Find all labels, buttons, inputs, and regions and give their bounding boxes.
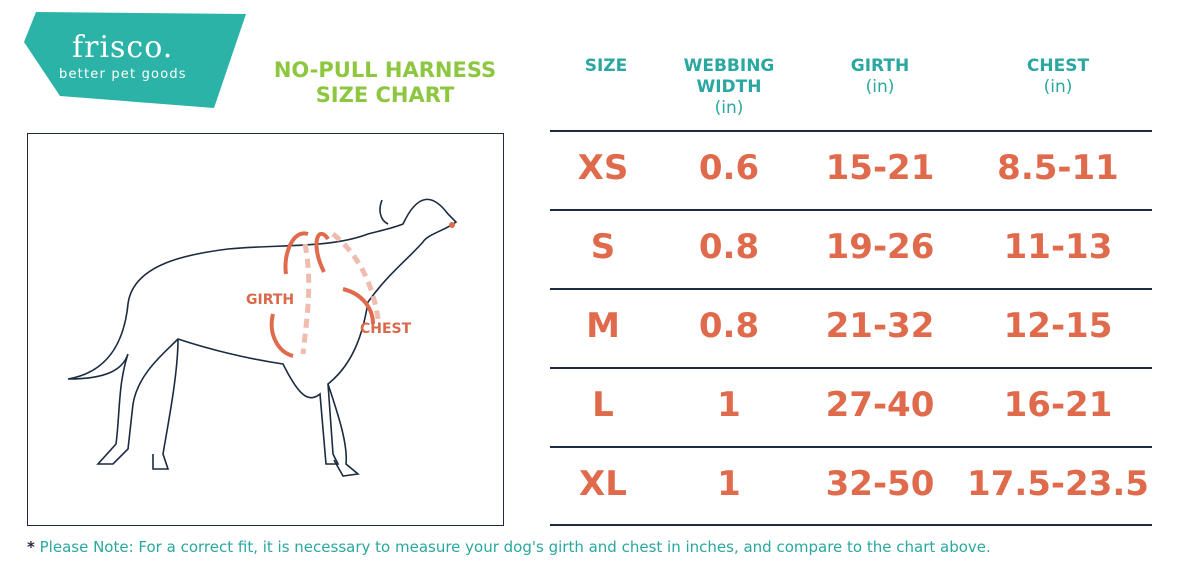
header-girth: GIRTH (in) <box>820 56 940 98</box>
frisco-logo: frisco. better pet goods <box>24 12 248 108</box>
table-divider <box>550 446 1152 448</box>
girth-label: GIRTH <box>246 292 295 308</box>
header-unit: (in) <box>1043 77 1073 97</box>
brand-tagline: better pet goods <box>59 67 187 82</box>
header-unit: (in) <box>714 98 744 118</box>
table-cell: 1 <box>717 464 741 504</box>
header-webbing-width: WEBBING WIDTH (in) <box>664 56 794 119</box>
table-cell: 27-40 <box>825 385 935 425</box>
note-asterisk: * <box>27 538 35 556</box>
table-cell: 21-32 <box>825 306 935 346</box>
header-unit: (in) <box>865 77 895 97</box>
logo-badge-shape <box>24 12 246 108</box>
table-divider <box>550 209 1152 211</box>
table-divider <box>550 524 1152 526</box>
note-text: Please Note: For a correct fit, it is ne… <box>39 538 991 556</box>
table-cell: 16-21 <box>1003 385 1113 425</box>
table-cell: XL <box>579 464 627 504</box>
table-cell: XS <box>577 148 629 188</box>
table-cell: 0.6 <box>698 148 760 188</box>
table-cell: M <box>586 306 620 346</box>
fit-note: * Please Note: For a correct fit, it is … <box>27 538 991 556</box>
header-chest: CHEST (in) <box>998 56 1118 98</box>
table-cell: 11-13 <box>1003 227 1113 267</box>
header-label: GIRTH <box>850 56 910 76</box>
table-cell: L <box>592 385 614 425</box>
table-divider <box>550 288 1152 290</box>
table-cell: 32-50 <box>825 464 935 504</box>
header-label: SIZE <box>584 56 628 76</box>
dog-measurement-diagram: GIRTH CHEST <box>27 133 504 526</box>
table-cell: 1 <box>717 385 741 425</box>
title-line-1: NO-PULL HARNESS <box>273 58 497 82</box>
table-cell: S <box>590 227 616 267</box>
table-cell: 17.5-23.5 <box>967 464 1149 504</box>
table-divider <box>550 367 1152 369</box>
dog-illustration <box>67 198 458 477</box>
chest-label: CHEST <box>360 321 412 337</box>
header-size: SIZE <box>560 56 652 77</box>
table-cell: 19-26 <box>825 227 935 267</box>
table-cell: 0.8 <box>698 227 760 267</box>
table-cell: 15-21 <box>825 148 935 188</box>
table-divider <box>550 130 1152 132</box>
table-cell: 12-15 <box>1003 306 1113 346</box>
brand-name: frisco. <box>72 30 174 65</box>
title-line-2: SIZE CHART <box>315 83 455 107</box>
chart-title: NO-PULL HARNESS SIZE CHART <box>250 58 520 108</box>
table-cell: 0.8 <box>698 306 760 346</box>
header-label: CHEST <box>1026 56 1090 76</box>
table-cell: 8.5-11 <box>997 148 1119 188</box>
header-label: WEBBING WIDTH <box>683 56 775 97</box>
